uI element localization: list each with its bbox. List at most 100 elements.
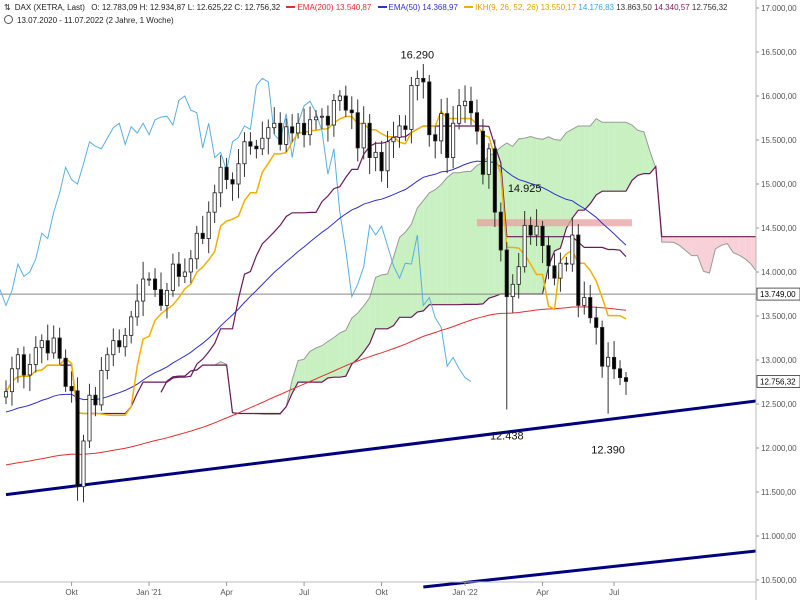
cloud-segment [637,130,644,176]
cloud-segment [435,184,442,305]
x-tick-label: Jul [609,588,619,597]
candle-body [307,119,313,136]
candle-body [290,126,295,134]
candle-body [182,271,187,277]
candle-body [492,148,497,213]
cloud-segment [423,192,430,311]
x-tick-label: Apr [536,588,549,597]
candle-body [474,112,480,132]
candle-body [51,337,56,354]
candle-body [188,258,193,273]
cloud-segment [351,313,358,365]
cloud-segment [357,305,364,360]
cloud-segment [327,337,334,378]
candle-body [272,122,277,129]
candle-body [451,122,456,158]
x-tick-label: Jan '21 [136,588,162,597]
cloud-segment [339,330,346,378]
candle-body [218,166,223,194]
ema200-value: 13.540,87 [335,3,372,12]
clock-icon [4,15,13,24]
cloud-segment [453,172,460,305]
candle-body [570,234,575,265]
candle-body [510,283,515,298]
candle-body [224,166,229,180]
y-tick-label: 11.500,00 [761,488,797,497]
candle-body [33,347,38,365]
candle-body [248,141,253,147]
candle-body [296,122,301,134]
candle-body [200,232,205,239]
candle-body [45,340,50,354]
cloud-segment [393,237,400,326]
cloud-segment [322,341,328,383]
candle-body [361,122,366,149]
cloud-segment [727,236,734,253]
cloud-segment [405,224,412,318]
cloud-segment [739,236,746,259]
cloud-segment [471,165,477,305]
x-tick-label: Apr [220,588,233,597]
cloud-segment [620,122,626,192]
cloud-segment [709,236,716,273]
chikou-span-line [0,77,472,382]
cloud-segment [530,136,537,294]
candle-body [284,126,289,145]
candle-body [266,127,271,139]
cloud-segment [673,236,680,246]
candle-body [576,234,581,306]
candle-body [445,113,450,158]
y-tick-label: 10.500,00 [761,576,797,585]
ema200-swatch-icon [286,6,296,8]
y-tick-label: 15.500,00 [761,136,797,145]
candle-body [63,357,68,387]
candle-body [9,368,15,393]
cloud-segment [477,162,483,305]
cloud-segment [548,136,555,267]
candle-body [540,225,545,247]
cloud-segment [411,208,418,318]
cloud-segment [643,131,650,174]
candle-body [206,211,211,239]
candle-body [612,356,617,370]
ikh-v1: 13.550,17 [540,3,577,12]
cloud-segment [482,155,489,304]
ikh-v2: 14.176,83 [578,3,614,12]
candle-body [105,354,110,371]
candle-body [75,390,80,488]
y-tick-label: 14.000,00 [761,268,797,277]
cloud-segment [310,348,316,383]
candle-body [433,134,438,142]
y-tick-label: 11.000,00 [761,532,797,541]
candle-body [588,297,593,319]
candle-body [468,100,474,114]
trend-line-2 [423,546,782,589]
cloud-segment [363,297,370,352]
cloud-segment [578,126,585,211]
ikh-v3: 13.863,50 [616,3,652,12]
cloud-segment [399,232,406,318]
candle-body [194,232,199,260]
ema50-swatch-icon [377,6,387,8]
ema200-label: EMA(200) [297,3,334,12]
price-annotation: 12.390 [591,445,625,457]
candle-body [349,109,354,114]
candle-body [385,141,390,172]
cloud-segment [333,333,340,378]
cloud-segment [566,129,573,229]
candle-body [111,340,116,356]
candle-body [319,115,325,118]
ikh-v4: 14.340,57 [654,3,690,12]
candle-body [337,95,342,101]
candle-body [212,192,217,213]
cloud-segment [375,274,382,329]
cloud-segment [602,122,609,192]
y-tick-label: 16.500,00 [761,48,797,57]
candle-body [564,262,569,265]
cloud-segment [697,236,704,272]
candle-body [439,113,444,142]
candle-body [302,122,307,136]
legend-ikh: IKH(9, 26, 52, 26) 13.550,17 14.176,83 1… [464,3,727,12]
candle-body [3,391,9,398]
